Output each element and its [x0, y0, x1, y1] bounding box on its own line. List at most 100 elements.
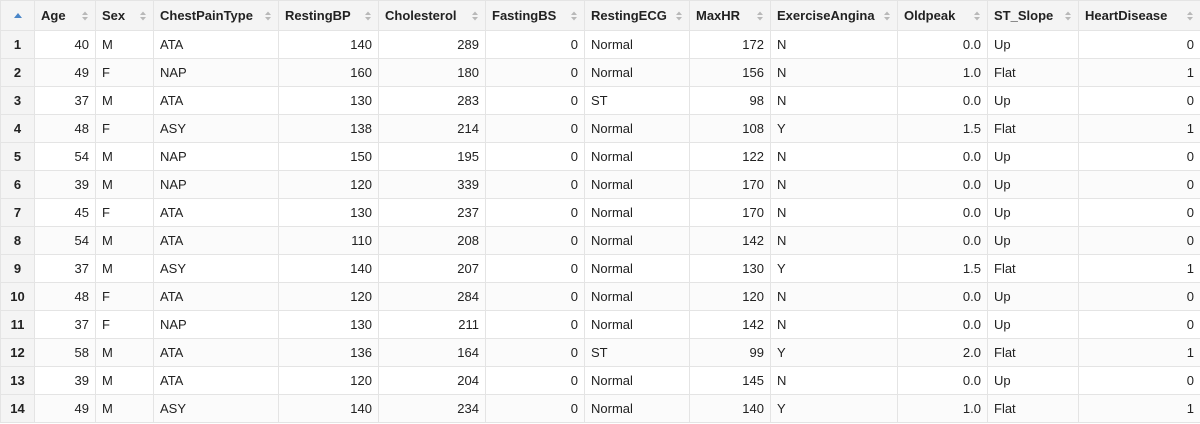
- cell-age: 48: [34, 114, 96, 143]
- table-row: 14 49 M ASY 140 234 0 Normal 140 Y 1.0 Flat 1: [0, 394, 1200, 423]
- cell-restingbp: 120: [278, 282, 379, 311]
- cell-fastingbs: 0: [485, 170, 585, 199]
- cell-st_slope: Flat: [987, 114, 1079, 143]
- sort-toggle-icon[interactable]: [1186, 10, 1194, 22]
- cell-maxhr: 108: [689, 114, 771, 143]
- cell-heartdisease: 0: [1078, 366, 1200, 395]
- sort-toggle-icon[interactable]: [675, 10, 683, 22]
- sort-toggle-icon[interactable]: [264, 10, 272, 22]
- column-header-age[interactable]: Age: [34, 0, 96, 31]
- column-header-label: ST_Slope: [994, 8, 1054, 23]
- column-header-cholesterol[interactable]: Cholesterol: [378, 0, 486, 31]
- cell-st_slope: Up: [987, 282, 1079, 311]
- sort-toggle-icon[interactable]: [81, 10, 89, 22]
- cell-oldpeak: 0.0: [897, 86, 988, 115]
- cell-age: 37: [34, 254, 96, 283]
- sort-toggle-icon[interactable]: [1064, 10, 1072, 22]
- cell-restingecg: Normal: [584, 226, 690, 255]
- sort-toggle-icon[interactable]: [471, 10, 479, 22]
- sort-toggle-icon[interactable]: [364, 10, 372, 22]
- sort-toggle-icon[interactable]: [883, 10, 891, 22]
- cell-maxhr: 145: [689, 366, 771, 395]
- column-header-heartdisease[interactable]: HeartDisease: [1078, 0, 1200, 31]
- cell-fastingbs: 0: [485, 310, 585, 339]
- cell-maxhr: 122: [689, 142, 771, 171]
- column-header-maxhr[interactable]: MaxHR: [689, 0, 771, 31]
- column-header-exerciseangina[interactable]: ExerciseAngina: [770, 0, 898, 31]
- cell-restingbp: 130: [278, 86, 379, 115]
- grid-body: 1 40 M ATA 140 289 0 Normal 172 N 0.0 Up 0 2 49 F NAP 160…: [0, 30, 1200, 423]
- cell-cholesterol: 283: [378, 86, 486, 115]
- cell-age: 54: [34, 142, 96, 171]
- table-row: 11 37 F NAP 130 211 0 Normal 142 N 0.0 Up 0: [0, 310, 1200, 339]
- cell-cholesterol: 195: [378, 142, 486, 171]
- cell-st_slope: Up: [987, 170, 1079, 199]
- cell-st_slope: Up: [987, 226, 1079, 255]
- cell-exerciseangina: N: [770, 366, 898, 395]
- cell-chestpaintype: ASY: [153, 254, 279, 283]
- cell-fastingbs: 0: [485, 58, 585, 87]
- cell-chestpaintype: ATA: [153, 198, 279, 227]
- cell-maxhr: 98: [689, 86, 771, 115]
- cell-maxhr: 156: [689, 58, 771, 87]
- column-header-st_slope[interactable]: ST_Slope: [987, 0, 1079, 31]
- sort-toggle-icon[interactable]: [973, 10, 981, 22]
- cell-exerciseangina: Y: [770, 114, 898, 143]
- column-header-oldpeak[interactable]: Oldpeak: [897, 0, 988, 31]
- sort-toggle-icon[interactable]: [139, 10, 147, 22]
- cell-restingbp: 130: [278, 310, 379, 339]
- column-header-label: ExerciseAngina: [777, 8, 875, 23]
- cell-oldpeak: 0.0: [897, 170, 988, 199]
- cell-heartdisease: 0: [1078, 198, 1200, 227]
- table-row: 4 48 F ASY 138 214 0 Normal 108 Y 1.5 Flat 1: [0, 114, 1200, 143]
- cell-age: 45: [34, 198, 96, 227]
- column-header-restingecg[interactable]: RestingECG: [584, 0, 690, 31]
- cell-oldpeak: 1.0: [897, 58, 988, 87]
- column-header-label: Oldpeak: [904, 8, 956, 23]
- cell-chestpaintype: NAP: [153, 58, 279, 87]
- row-index: 1: [0, 30, 35, 59]
- cell-chestpaintype: ASY: [153, 114, 279, 143]
- cell-restingbp: 160: [278, 58, 379, 87]
- cell-age: 48: [34, 282, 96, 311]
- row-index-header[interactable]: [0, 0, 35, 31]
- sort-toggle-icon[interactable]: [570, 10, 578, 22]
- column-header-sex[interactable]: Sex: [95, 0, 154, 31]
- cell-chestpaintype: ATA: [153, 86, 279, 115]
- cell-age: 49: [34, 394, 96, 423]
- cell-heartdisease: 0: [1078, 282, 1200, 311]
- cell-chestpaintype: ATA: [153, 226, 279, 255]
- column-header-fastingbs[interactable]: FastingBS: [485, 0, 585, 31]
- sort-toggle-icon[interactable]: [756, 10, 764, 22]
- cell-exerciseangina: N: [770, 170, 898, 199]
- cell-st_slope: Flat: [987, 338, 1079, 367]
- cell-cholesterol: 237: [378, 198, 486, 227]
- row-index: 7: [0, 198, 35, 227]
- cell-exerciseangina: N: [770, 58, 898, 87]
- cell-chestpaintype: ATA: [153, 338, 279, 367]
- cell-restingecg: Normal: [584, 254, 690, 283]
- column-header-restingbp[interactable]: RestingBP: [278, 0, 379, 31]
- cell-cholesterol: 234: [378, 394, 486, 423]
- cell-heartdisease: 1: [1078, 394, 1200, 423]
- cell-heartdisease: 1: [1078, 254, 1200, 283]
- cell-oldpeak: 2.0: [897, 338, 988, 367]
- cell-restingbp: 120: [278, 366, 379, 395]
- cell-age: 37: [34, 86, 96, 115]
- cell-st_slope: Up: [987, 366, 1079, 395]
- cell-restingbp: 150: [278, 142, 379, 171]
- cell-heartdisease: 0: [1078, 226, 1200, 255]
- cell-restingbp: 130: [278, 198, 379, 227]
- table-row: 1 40 M ATA 140 289 0 Normal 172 N 0.0 Up 0: [0, 30, 1200, 59]
- cell-st_slope: Flat: [987, 58, 1079, 87]
- cell-fastingbs: 0: [485, 86, 585, 115]
- cell-oldpeak: 0.0: [897, 30, 988, 59]
- column-header-chestpaintype[interactable]: ChestPainType: [153, 0, 279, 31]
- table-row: 5 54 M NAP 150 195 0 Normal 122 N 0.0 Up 0: [0, 142, 1200, 171]
- row-index: 11: [0, 310, 35, 339]
- cell-chestpaintype: ATA: [153, 30, 279, 59]
- cell-maxhr: 120: [689, 282, 771, 311]
- table-row: 7 45 F ATA 130 237 0 Normal 170 N 0.0 Up 0: [0, 198, 1200, 227]
- cell-restingecg: Normal: [584, 366, 690, 395]
